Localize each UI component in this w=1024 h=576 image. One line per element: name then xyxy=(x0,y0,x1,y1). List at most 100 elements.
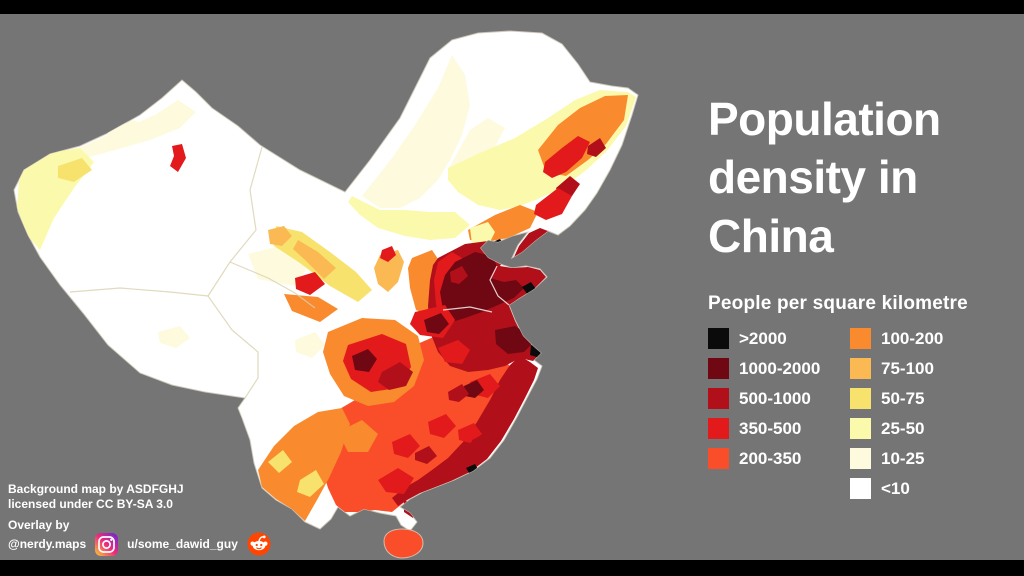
legend-label: 100-200 xyxy=(881,328,944,348)
region-xiamen-black xyxy=(528,440,541,454)
legend-column-b: 100-200 75-100 50-75 25-50 10-25 <10 xyxy=(850,328,966,499)
region-xinjiang-cream-spot xyxy=(108,120,148,143)
region-yinchuan-red xyxy=(380,246,396,262)
region-yunnan-gold-1 xyxy=(297,470,324,497)
attribution-line-1: Background map by ASDFGHJ xyxy=(8,482,184,496)
legend-item: 25-50 xyxy=(850,418,966,439)
legend-swatch xyxy=(708,328,729,349)
region-gansu-corridor-orange xyxy=(293,240,336,279)
region-yunnan-orange xyxy=(258,408,350,521)
border-henan-border xyxy=(442,306,493,313)
region-pearl-delta-black-1 xyxy=(480,471,501,489)
region-chaoshan-black xyxy=(516,458,531,472)
legend-label: 1000-2000 xyxy=(739,358,821,378)
region-xian-maroon xyxy=(424,313,449,334)
legend-item: 350-500 xyxy=(708,418,824,439)
region-wuhan-maroon xyxy=(464,380,484,398)
region-lanzhou-orange-ring xyxy=(284,294,338,322)
legend-item: 1000-2000 xyxy=(708,358,824,379)
region-hunan-red xyxy=(428,414,456,438)
legend-swatch xyxy=(850,418,871,439)
legend-item: 75-100 xyxy=(850,358,966,379)
region-lanzhou-red xyxy=(295,272,325,295)
legend-item: 10-25 xyxy=(850,448,966,469)
region-taiyuan-darkred xyxy=(450,266,468,284)
region-inner-mongolia-paleyellow-strip xyxy=(348,196,470,240)
border-shandong-border xyxy=(489,265,510,306)
region-chongqing-darkred xyxy=(378,362,413,390)
reddit-handle: u/some_dawid_guy xyxy=(127,536,238,551)
legend-swatch xyxy=(850,358,871,379)
legend: People per square kilometre >2000 1000-20… xyxy=(708,293,968,499)
region-changsha-darkred xyxy=(415,446,437,464)
legend-swatch xyxy=(850,448,871,469)
legend-swatch xyxy=(708,418,729,439)
attribution-handles: @nerdy.maps u/some_dawid_ xyxy=(8,531,271,557)
legend-label: 10-25 xyxy=(881,448,925,468)
letterbox-bottom xyxy=(0,560,1024,576)
region-liaoning-red xyxy=(534,188,572,220)
region-alxa-orange-spot xyxy=(268,226,292,246)
legend-swatch xyxy=(850,388,871,409)
border-tibet-east-border xyxy=(207,295,259,399)
attribution-line-2: licensed under CC BY-SA 3.0 xyxy=(8,497,173,511)
region-yunnan-gold-2 xyxy=(268,450,292,473)
legend-title: People per square kilometre xyxy=(708,293,968,314)
region-guangxi-red xyxy=(378,468,414,494)
region-hainan-island xyxy=(383,528,424,559)
letterbox-top xyxy=(0,0,1024,14)
region-xinjiang-ili-gold xyxy=(58,158,92,182)
legend-label: 200-350 xyxy=(739,448,802,468)
legend-label: <10 xyxy=(881,478,910,498)
region-tianjin-black xyxy=(500,254,511,265)
region-changde-darkred xyxy=(448,384,469,402)
region-hubei-west-red xyxy=(438,340,470,364)
region-nanchang-darkred xyxy=(471,434,491,451)
region-guilin-red xyxy=(392,434,420,458)
region-inner-mongolia-cream-band xyxy=(362,55,470,208)
legend-swatch xyxy=(708,448,729,469)
legend-label: 50-75 xyxy=(881,388,925,408)
legend-item: 50-75 xyxy=(850,388,966,409)
legend-swatch xyxy=(850,328,871,349)
region-ningxia-lightorange xyxy=(374,250,404,292)
legend-columns: >2000 1000-2000 500-1000 350-500 200-350 100… xyxy=(708,328,968,499)
instagram-icon xyxy=(95,532,119,556)
attribution: Background map by ASDFGHJ licensed under… xyxy=(8,482,271,557)
region-tibet-cream-spot xyxy=(158,326,190,348)
legend-item: 500-1000 xyxy=(708,388,824,409)
legend-label: 500-1000 xyxy=(739,388,811,408)
legend-item: >2000 xyxy=(708,328,824,349)
legend-column-a: >2000 1000-2000 500-1000 350-500 200-350 xyxy=(708,328,824,499)
region-liaodong-darkred xyxy=(514,228,548,257)
border-qinghai-gansu-border xyxy=(229,261,316,309)
region-harbin-darkred xyxy=(587,138,606,157)
region-chengdu-maroon xyxy=(352,349,377,372)
instagram-handle: @nerdy.maps xyxy=(8,536,87,551)
legend-label: >2000 xyxy=(739,328,787,348)
legend-label: 75-100 xyxy=(881,358,934,378)
legend-item: <10 xyxy=(850,478,966,499)
region-south-central-orangered-mass xyxy=(320,332,522,512)
map-title: Population density in China xyxy=(708,93,941,262)
border-xinjiang-east-border xyxy=(207,146,263,297)
attribution-line-3: Overlay by xyxy=(8,518,70,532)
legend-swatch xyxy=(708,388,729,409)
region-urumqi-red xyxy=(170,144,186,172)
legend-label: 350-500 xyxy=(739,418,802,438)
border-xinjiang-tibet-border xyxy=(69,287,209,297)
region-zhangjiakou-paleyellow xyxy=(470,222,495,246)
region-southeast-coast-darkred xyxy=(392,356,538,506)
legend-swatch xyxy=(850,478,871,499)
legend-item: 200-350 xyxy=(708,448,824,469)
reddit-icon xyxy=(247,532,271,556)
legend-label: 25-50 xyxy=(881,418,925,438)
legend-item: 100-200 xyxy=(850,328,966,349)
region-qingdao-black xyxy=(522,282,536,295)
region-west-sichuan-cream xyxy=(295,332,325,358)
region-changchun-red-belt xyxy=(543,136,590,178)
legend-swatch xyxy=(708,358,729,379)
region-guizhou-orange xyxy=(338,420,378,452)
